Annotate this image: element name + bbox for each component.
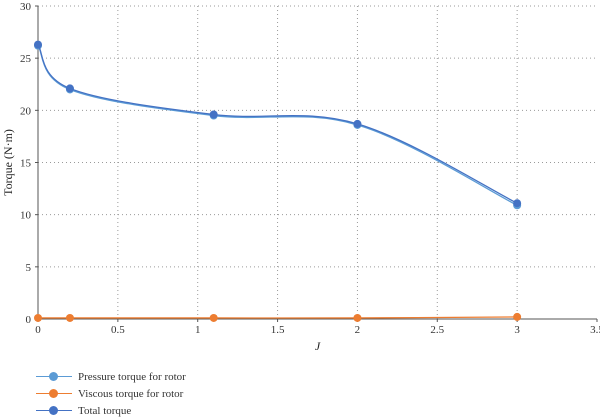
data-point <box>353 119 362 128</box>
axes <box>37 6 597 320</box>
legend-label-viscous: Viscous torque for rotor <box>78 387 184 400</box>
grid <box>38 5 597 319</box>
legend: Pressure torque for rotor Viscous torque… <box>36 368 186 419</box>
y-tick-label: 25 <box>20 53 32 65</box>
y-tick-label: 10 <box>20 210 32 222</box>
x-tick-label: 1.5 <box>271 324 285 336</box>
data-point <box>209 313 218 322</box>
x-tick-label: 3.5 <box>590 324 600 336</box>
legend-item-pressure: Pressure torque for rotor <box>36 368 186 385</box>
data-point <box>513 199 522 208</box>
y-tick-label: 0 <box>26 314 32 326</box>
series-layer <box>34 40 522 322</box>
x-axis-label: J <box>315 339 321 353</box>
x-tick-label: 2 <box>355 324 361 336</box>
data-point <box>209 110 218 119</box>
legend-marker-pressure <box>36 371 72 382</box>
data-point <box>353 313 362 322</box>
data-point <box>65 313 74 322</box>
y-tick-label: 20 <box>20 105 32 117</box>
series-line <box>37 44 518 204</box>
series-line <box>37 45 518 206</box>
y-tick-label: 5 <box>26 262 32 274</box>
tick-labels: 0 0.5 1 1.5 2 2.5 3 3.5 0 5 10 15 20 25 30 <box>20 1 600 336</box>
y-tick-label: 15 <box>20 158 32 170</box>
x-tick-label: 0 <box>35 324 41 336</box>
x-tick-label: 1 <box>195 324 201 336</box>
legend-marker-viscous <box>36 388 72 399</box>
data-point <box>34 313 42 322</box>
y-tick-label: 30 <box>20 1 32 13</box>
legend-item-total: Total torque <box>36 402 186 419</box>
series-2 <box>34 40 522 208</box>
data-point <box>513 312 522 321</box>
legend-label-pressure: Pressure torque for rotor <box>78 370 186 383</box>
series-line <box>38 316 518 319</box>
legend-label-total: Total torque <box>78 404 132 417</box>
legend-item-viscous: Viscous torque for rotor <box>36 385 186 402</box>
data-point <box>34 40 42 49</box>
y-axis-label: Torque (N·m) <box>1 129 15 196</box>
series-1 <box>34 312 522 322</box>
legend-marker-total <box>36 405 72 416</box>
x-tick-label: 2.5 <box>430 324 444 336</box>
data-point <box>65 84 74 93</box>
x-tick-label: 0.5 <box>111 324 125 336</box>
x-tick-label: 3 <box>514 324 520 336</box>
